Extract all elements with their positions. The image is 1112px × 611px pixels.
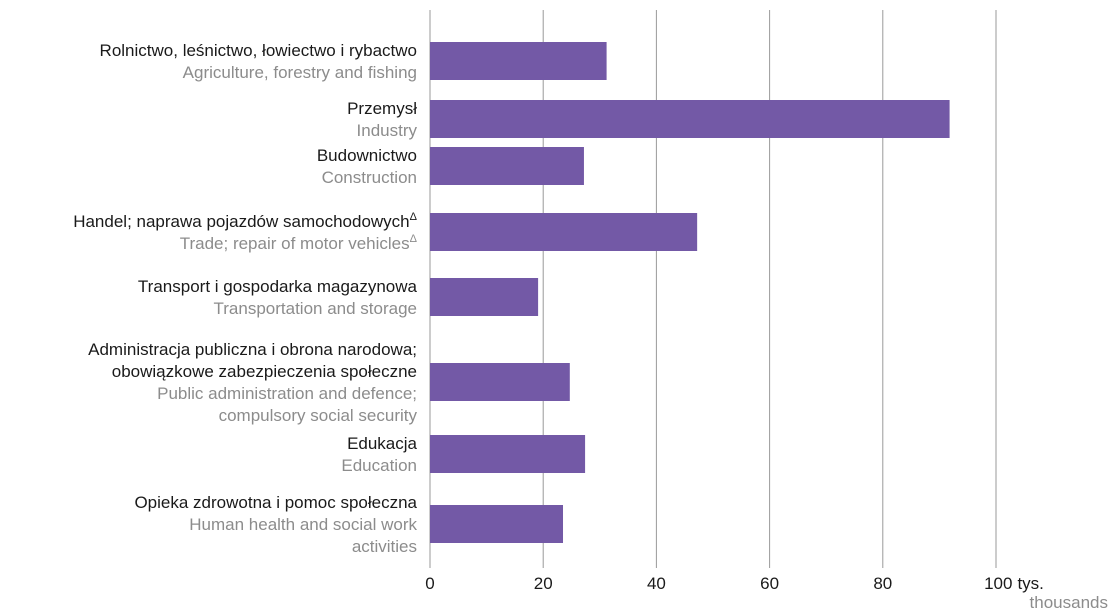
category-label-pl: Edukacja	[347, 434, 417, 453]
label-text: Construction	[322, 168, 417, 187]
category-label-pl: Budownictwo	[317, 146, 417, 165]
label-text: Edukacja	[347, 434, 417, 453]
label-text: obowiązkowe zabezpieczenia społeczne	[112, 362, 417, 381]
label-text: Administracja publiczna i obrona narodow…	[88, 340, 417, 359]
bar-layer	[430, 42, 950, 543]
category-label-pl: Opieka zdrowotna i pomoc społeczna	[134, 493, 417, 512]
tick-value: 0	[425, 574, 434, 593]
label-text: Transport i gospodarka magazynowa	[138, 277, 418, 296]
x-tick-label: 80	[873, 574, 892, 593]
bar	[430, 505, 564, 543]
bar	[430, 278, 539, 316]
tick-value: 20	[534, 574, 553, 593]
category-label-en: Education	[341, 456, 417, 475]
category-label-pl: Przemysł	[347, 99, 417, 118]
label-text: Budownictwo	[317, 146, 417, 165]
label-text: Agriculture, forestry and fishing	[183, 63, 417, 82]
label-text: Handel; naprawa pojazdów samochodowych	[73, 212, 409, 231]
bar	[430, 213, 698, 251]
bar	[430, 363, 570, 401]
label-text: Public administration and defence;	[157, 384, 417, 403]
category-label-en: Human health and social work	[189, 515, 417, 534]
tick-value: 60	[760, 574, 779, 593]
superscript-delta: Δ	[410, 211, 418, 223]
label-text: Przemysł	[347, 99, 417, 118]
x-tick-label: 20	[534, 574, 553, 593]
bar	[430, 100, 950, 138]
x-axis-ticks: 0 20 40 60 80 100 tys.thousands	[425, 574, 1108, 611]
label-text: activities	[352, 537, 417, 556]
label-text: Opieka zdrowotna i pomoc społeczna	[134, 493, 417, 512]
bar	[430, 435, 586, 473]
x-unit-en: thousands	[1030, 593, 1108, 611]
category-label-en: Trade; repair of motor vehiclesΔ	[180, 233, 418, 253]
category-label-en: Construction	[322, 168, 417, 187]
category-label-pl: obowiązkowe zabezpieczenia społeczne	[112, 362, 417, 381]
label-text: Transportation and storage	[214, 299, 418, 318]
category-labels: Rolnictwo, leśnictwo, łowiectwo i rybact…	[73, 41, 417, 556]
category-label-pl: Transport i gospodarka magazynowa	[138, 277, 418, 296]
x-tick-label: 60	[760, 574, 779, 593]
x-tick-label: 100 tys.	[984, 574, 1044, 593]
superscript-delta: Δ	[410, 233, 418, 245]
tick-value: 40	[647, 574, 666, 593]
tick-value: 80	[873, 574, 892, 593]
category-label-pl: Handel; naprawa pojazdów samochodowychΔ	[73, 211, 417, 231]
category-label-pl: Rolnictwo, leśnictwo, łowiectwo i rybact…	[100, 41, 417, 60]
x-tick-label: 40	[647, 574, 666, 593]
category-label-en: Agriculture, forestry and fishing	[183, 63, 417, 82]
label-text: compulsory social security	[219, 406, 418, 425]
bar	[430, 147, 584, 185]
bar	[430, 42, 607, 80]
x-tick-label: 0	[425, 574, 434, 593]
x-unit-pl: tys.	[1017, 574, 1043, 593]
category-label-en: activities	[352, 537, 417, 556]
label-text: Human health and social work	[189, 515, 417, 534]
category-label-pl: Administracja publiczna i obrona narodow…	[88, 340, 417, 359]
label-text: Industry	[357, 121, 418, 140]
label-text: Trade; repair of motor vehicles	[180, 234, 410, 253]
label-text: Rolnictwo, leśnictwo, łowiectwo i rybact…	[100, 41, 417, 60]
tick-value: 100	[984, 574, 1012, 593]
category-label-en: Transportation and storage	[214, 299, 418, 318]
category-label-en: compulsory social security	[219, 406, 418, 425]
category-label-en: Industry	[357, 121, 418, 140]
label-text: Education	[341, 456, 417, 475]
category-label-en: Public administration and defence;	[157, 384, 417, 403]
